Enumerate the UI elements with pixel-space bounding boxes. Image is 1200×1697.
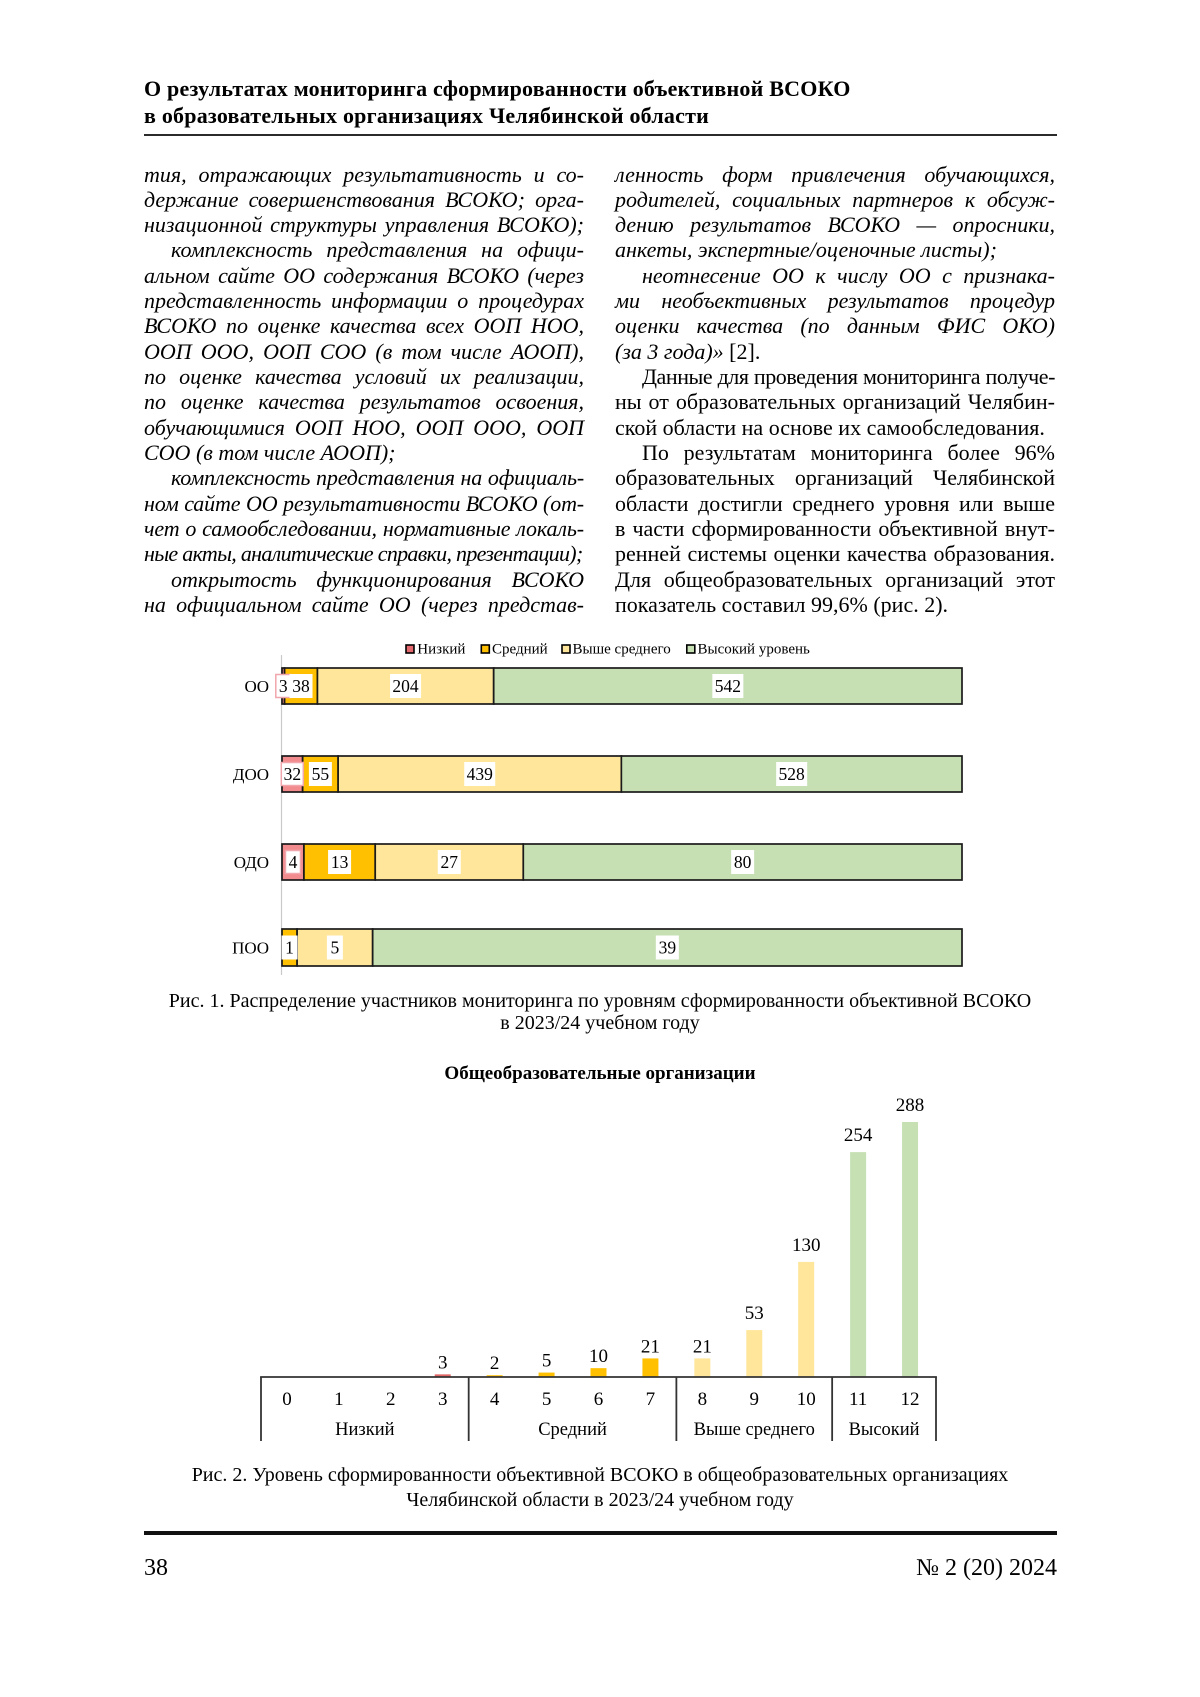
svg-text:27: 27 xyxy=(441,852,459,872)
svg-text:Низкий: Низкий xyxy=(335,1420,394,1440)
svg-text:11: 11 xyxy=(849,1389,867,1410)
svg-text:Средний: Средний xyxy=(492,642,548,658)
svg-text:ПОО: ПОО xyxy=(232,939,269,958)
svg-text:8: 8 xyxy=(698,1389,708,1410)
svg-text:ОО: ОО xyxy=(244,677,269,696)
svg-text:21: 21 xyxy=(693,1336,712,1357)
svg-text:3: 3 xyxy=(438,1352,448,1373)
svg-text:1: 1 xyxy=(334,1389,344,1410)
svg-text:2: 2 xyxy=(490,1353,500,1374)
svg-text:9: 9 xyxy=(750,1389,760,1410)
svg-text:Средний: Средний xyxy=(538,1420,607,1440)
svg-text:528: 528 xyxy=(779,764,806,784)
svg-text:3: 3 xyxy=(279,676,288,696)
svg-text:13: 13 xyxy=(331,852,349,872)
svg-text:439: 439 xyxy=(467,764,494,784)
svg-text:Высокий уровень: Высокий уровень xyxy=(698,642,811,658)
svg-text:Низкий: Низкий xyxy=(417,642,465,658)
svg-text:Выше среднего: Выше среднего xyxy=(573,642,671,658)
svg-text:21: 21 xyxy=(641,1336,660,1357)
svg-text:38: 38 xyxy=(292,676,310,696)
svg-text:4: 4 xyxy=(490,1389,500,1410)
svg-text:5: 5 xyxy=(542,1389,552,1410)
svg-text:254: 254 xyxy=(844,1125,873,1146)
svg-text:4: 4 xyxy=(289,852,298,872)
svg-text:0: 0 xyxy=(282,1389,292,1410)
svg-text:5: 5 xyxy=(542,1351,552,1372)
svg-text:ДОО: ДОО xyxy=(233,765,269,784)
svg-text:80: 80 xyxy=(734,852,752,872)
svg-text:53: 53 xyxy=(745,1303,764,1324)
svg-text:ОДО: ОДО xyxy=(234,853,269,872)
svg-text:130: 130 xyxy=(792,1235,821,1256)
svg-text:7: 7 xyxy=(646,1389,656,1410)
svg-text:542: 542 xyxy=(715,676,741,696)
svg-text:204: 204 xyxy=(392,676,419,696)
svg-text:Высокий: Высокий xyxy=(849,1420,920,1440)
svg-text:39: 39 xyxy=(659,938,677,958)
svg-text:Выше среднего: Выше среднего xyxy=(694,1420,815,1440)
svg-text:3: 3 xyxy=(438,1389,448,1410)
svg-text:1: 1 xyxy=(285,938,294,958)
svg-text:2: 2 xyxy=(386,1389,396,1410)
svg-text:10: 10 xyxy=(589,1346,608,1367)
svg-text:32: 32 xyxy=(284,764,302,784)
svg-text:10: 10 xyxy=(797,1389,816,1410)
svg-text:5: 5 xyxy=(331,938,340,958)
svg-text:288: 288 xyxy=(896,1095,925,1116)
svg-text:55: 55 xyxy=(312,764,330,784)
svg-text:6: 6 xyxy=(594,1389,604,1410)
svg-text:12: 12 xyxy=(901,1389,920,1410)
